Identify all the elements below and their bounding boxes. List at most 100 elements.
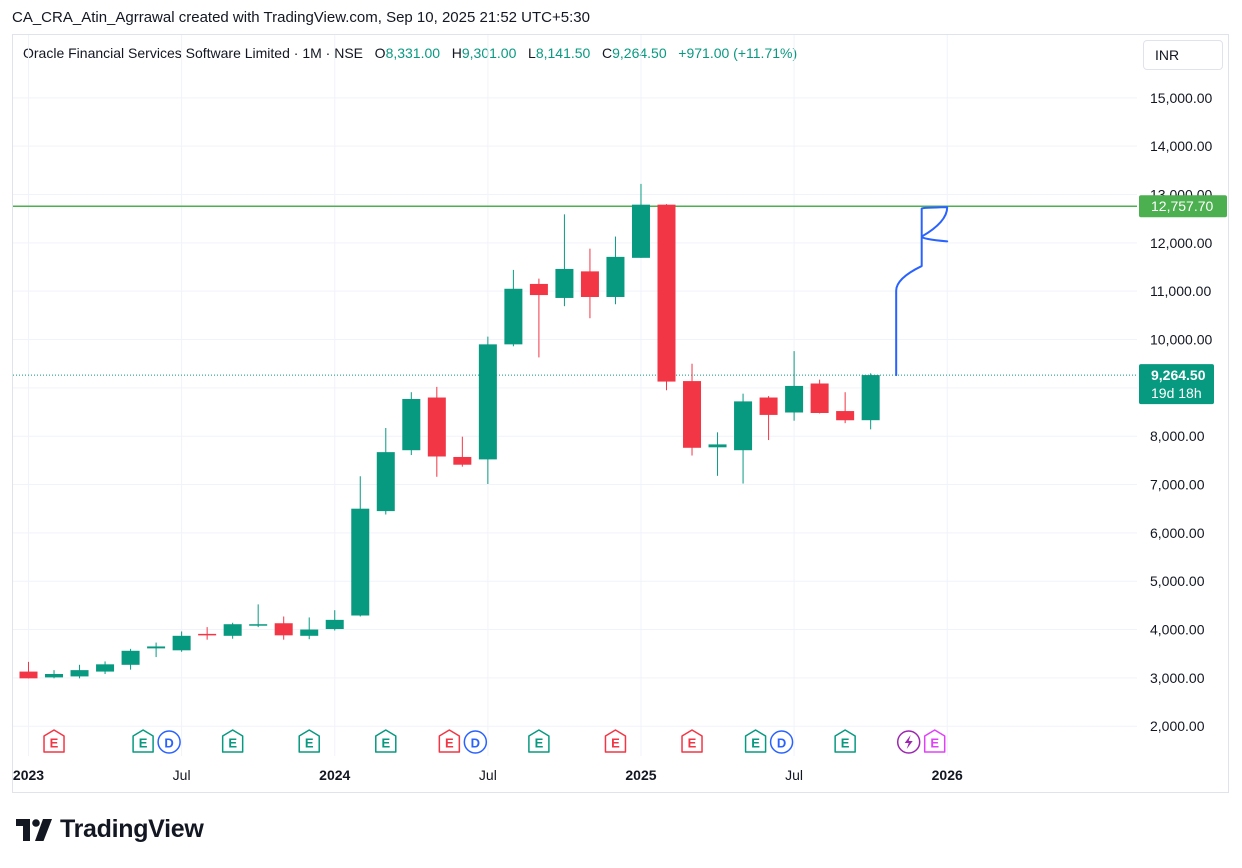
candle [810,379,829,414]
candle [555,214,574,307]
candle [580,248,599,319]
candle-body [427,397,446,457]
candle-body [785,385,804,413]
price-badge-bg [1139,364,1214,405]
x-axis-tick-label: 2023 [13,767,44,783]
candle-body [734,401,753,451]
event-letter: E [841,736,850,751]
legend-close-label: C [602,45,613,61]
x-axis-tick-label: Jul [479,767,497,783]
current-price-badge: 9,264.50 19d 18h [1139,364,1214,405]
legend-close-value: 9,264.50 [612,45,667,61]
tradingview-logo-icon [16,818,52,841]
candle [861,373,880,430]
y-axis-tick-label: 7,000.00 [1150,477,1205,493]
candle-body [172,635,191,651]
earnings-event-icon [43,729,65,753]
level-badge-bg [1139,195,1227,218]
event-marker: E [528,729,550,753]
candle [631,183,650,258]
currency-button[interactable]: INR [1143,40,1223,70]
tradingview-logo-text: TradingView [60,815,204,843]
candle [198,627,217,640]
candle [45,670,64,679]
lightning-icon [904,735,913,749]
event-marker: E [43,729,65,753]
legend-symbol[interactable]: Oracle Financial Services Software Limit… [23,45,363,61]
countdown-text: 19d 18h [1151,385,1202,401]
candle-body [249,624,268,626]
candle-body [683,381,702,448]
level-badge-text: 12,757.70 [1151,198,1213,214]
candle-body [198,633,217,636]
candle [274,616,293,640]
candle-body [708,444,727,448]
legend-low-label: L [528,45,536,61]
legend-change: +971.00 (+11.71%) [678,45,798,61]
earnings-event-icon [132,729,154,753]
x-axis-tick-label: Jul [173,767,191,783]
event-letter: E [688,736,697,751]
candle [683,363,702,456]
dividend-event-icon [157,730,181,754]
earnings-event-icon [604,729,627,753]
candle-body [580,271,599,297]
chart-credit: CA_CRA_Atin_Agrrawal created with Tradin… [12,9,590,26]
candle-body [529,283,548,296]
event-letter: D [164,736,173,751]
legend-high-label: H [451,45,462,61]
earnings-event-icon [298,729,320,753]
event-letter: D [471,736,480,751]
candle-body [657,204,676,382]
event-letter: E [445,736,454,751]
event-letter: E [751,736,760,751]
x-axis-tick-label: 2024 [319,767,350,783]
candle [606,236,625,305]
event-letter: D [777,736,786,751]
candle [172,631,191,652]
candle [836,392,855,424]
ohlc-legend: Oracle Financial Services Software Limit… [23,45,797,61]
candle [19,661,38,679]
event-letter: E [228,736,237,751]
dividend-event-icon [769,730,794,754]
event-marker: E [604,729,627,753]
event-marker: E [896,729,946,754]
candle-body [453,456,472,465]
y-axis-tick-label: 10,000.00 [1150,332,1212,348]
candle-body [861,375,880,421]
earnings-event-icon [681,729,703,753]
candle-body [274,623,293,636]
tradingview-logo[interactable]: TradingView [16,815,204,844]
event-letter: E [381,736,390,751]
y-axis-tick-label: 11,000.00 [1150,283,1211,299]
earnings-event-icon [528,729,550,753]
candle [427,386,446,477]
legend-high-value: 9,301.00 [461,45,517,61]
earnings-event-icon [375,729,397,753]
event-letter: E [611,736,620,751]
earnings-event-icon [923,729,946,753]
x-axis-tick-label: Jul [785,767,803,783]
candle [402,392,421,456]
candle-body [759,397,778,415]
event-letter: E [139,736,148,751]
price-badge-text: 9,264.50 [1151,367,1206,383]
event-letter: E [930,736,939,751]
x-axis-tick-label: 2026 [932,767,963,783]
candle-body [504,288,523,345]
candle [453,436,472,467]
earnings-event-icon [221,729,244,753]
candle [249,604,268,628]
candle-body [325,619,344,630]
candle-body [631,204,650,258]
candle-body [121,650,140,665]
candle [529,278,548,358]
earnings-event-icon [834,729,856,753]
y-axis-tick-label: 6,000.00 [1150,525,1205,541]
event-marker: E [681,729,703,753]
candle-body [402,398,421,451]
